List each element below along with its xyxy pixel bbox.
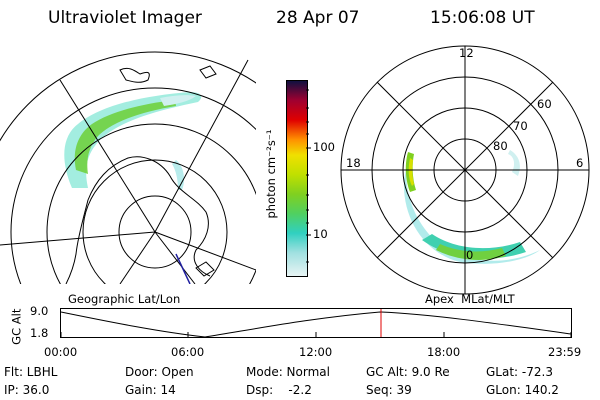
colorbar-axis xyxy=(306,89,311,263)
info-seq: Seq: 39 xyxy=(366,383,412,397)
app-title: Ultraviolet Imager xyxy=(48,8,202,28)
magnetic-polar-plot xyxy=(340,45,590,295)
lat-label-80: 80 xyxy=(493,139,508,153)
colorbar-tick-100: 100 xyxy=(313,140,335,154)
mlt-label-18: 18 xyxy=(346,156,361,170)
magnetic-panel-label: Apex MLat/MLT xyxy=(425,292,515,306)
info-glon: GLon: 140.2 xyxy=(486,383,559,397)
strip-ytick-bottom: 1.8 xyxy=(30,326,49,340)
geographic-image xyxy=(0,51,256,284)
xtick-1200: 12:00 xyxy=(299,345,333,359)
colorbar-tick-10: 10 xyxy=(313,227,328,241)
strip-ytick-top: 9.0 xyxy=(30,304,49,318)
gc-alt-strip-chart xyxy=(60,308,572,338)
info-mode: Mode: Normal xyxy=(246,365,330,379)
mlt-label-6: 6 xyxy=(576,156,584,170)
info-flt: Flt: LBHL xyxy=(4,365,58,379)
info-ip: IP: 36.0 xyxy=(4,383,50,397)
info-gcalt: GC Alt: 9.0 Re xyxy=(366,365,450,379)
info-dsp: Dsp: -2.2 xyxy=(246,383,312,397)
info-gain: Gain: 14 xyxy=(125,383,176,397)
mlt-label-0: 0 xyxy=(466,248,474,262)
colorbar-unit-label: photon cm⁻²s⁻¹ xyxy=(264,129,278,219)
colorbar xyxy=(286,80,308,277)
strip-ylabel: GC Alt xyxy=(9,308,24,345)
geographic-panel-label: Geographic Lat/Lon xyxy=(68,292,181,306)
xtick-1800: 18:00 xyxy=(427,345,461,359)
info-glat: GLat: -72.3 xyxy=(486,365,553,379)
xtick-2359: 23:59 xyxy=(548,345,582,359)
mlt-label-12: 12 xyxy=(459,46,474,60)
info-door: Door: Open xyxy=(125,365,194,379)
xtick-0000: 00:00 xyxy=(44,345,78,359)
xtick-0600: 06:00 xyxy=(171,345,205,359)
date-label: 28 Apr 07 xyxy=(276,8,360,28)
lat-label-60: 60 xyxy=(537,97,552,111)
time-label: 15:06:08 UT xyxy=(430,8,535,28)
lat-label-70: 70 xyxy=(513,119,528,133)
